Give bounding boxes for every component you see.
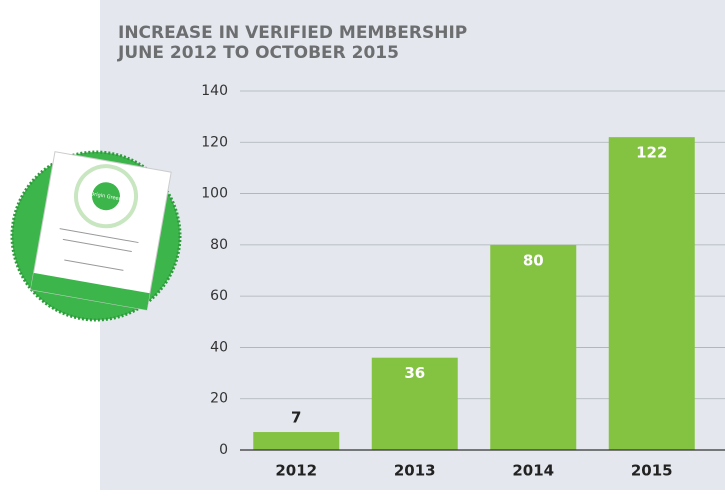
y-tick-label: 20 [210,391,228,407]
y-tick-label: 80 [210,237,228,253]
logo-text: Origin Green [90,191,122,202]
bar [371,357,458,450]
x-tick-label: 2013 [394,462,436,480]
bar [608,137,695,450]
x-tick-label: 2014 [512,462,554,480]
x-tick-label: 2015 [631,462,673,480]
value-label: 7 [291,409,301,427]
value-label: 36 [404,364,425,382]
y-tick-label: 40 [210,339,228,355]
badge: Origin Green [10,150,182,322]
certificate-line [64,259,124,271]
y-tick-label: 60 [210,288,228,304]
certificate: Origin Green [30,151,172,311]
value-label: 122 [636,144,667,162]
bar [253,432,340,450]
certificate-line [59,228,139,244]
certificate-band [30,272,150,311]
chart-subtitle: JUNE 2012 TO OCTOBER 2015 [117,43,399,63]
y-tick-label: 0 [219,442,228,458]
certificate-logo [92,182,121,211]
y-tick-label: 140 [201,83,228,99]
chart-title: INCREASE IN VERIFIED MEMBERSHIP [118,23,467,43]
certificate-ring [74,164,139,229]
x-tick-label: 2012 [275,462,317,480]
bar [490,244,577,450]
value-label: 80 [523,251,544,269]
y-tick-label: 120 [201,134,228,150]
certificate-line [62,238,132,253]
y-tick-label: 100 [201,186,228,202]
